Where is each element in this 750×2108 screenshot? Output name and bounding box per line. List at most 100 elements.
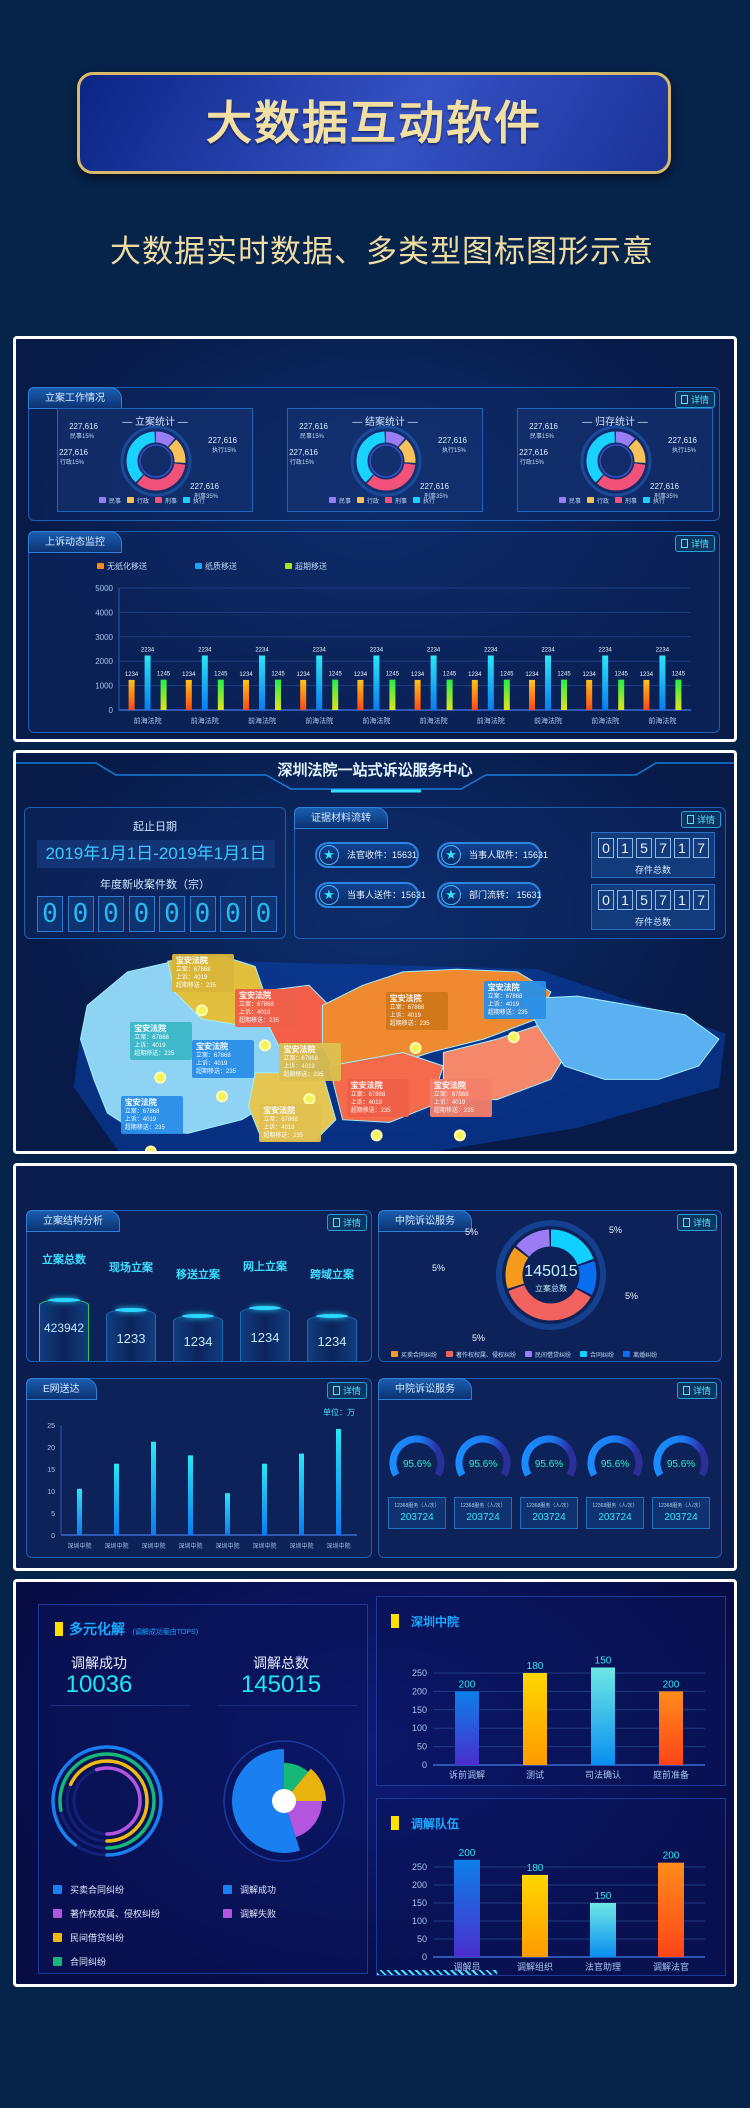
legend-swatch [98,497,106,503]
legend-label: 刑事 [165,498,178,505]
detail-button[interactable]: 详情 [674,535,715,552]
panel-tab[interactable]: 中院诉讼服务 [378,1378,472,1400]
pie-slice-0 [231,1749,301,1853]
evidence-flow-button[interactable]: ★ 法官收件：15631 [315,842,419,868]
court-callout[interactable]: 宝安法院 立案：67868 上诉：4019 超期移送：235 [259,1103,322,1142]
cylinder-label: 跨域立案 [310,1269,354,1281]
gauge-ring: 95.6% [389,1435,445,1477]
dashboard-screen-4: 多元化解 (调解成功案由TOPS) 调解成功 10036 调解总数 145015 买卖… [13,1579,737,1987]
map-marker-dot [195,1004,208,1017]
legend-item: 行政 [586,496,609,505]
callout-line: 超期移送：235 [283,1072,324,1079]
annual-digit: 0 [37,896,63,932]
court-header: 深圳中院 [391,1613,459,1631]
legend-swatch [126,497,134,503]
court-callout[interactable]: 宝安法院 立案：67868 上诉：4019 超期移送：235 [429,1079,492,1118]
x-tick-label: 深圳中院 [252,1542,276,1550]
card-title: — 结案统计 — [352,417,418,428]
donut-segment-0 [126,431,186,491]
x-tick-label: 前海法院 [477,716,505,725]
detail-button[interactable]: 详情 [326,1382,367,1399]
court-callout[interactable]: 宝安法院 立案：67868 上诉：4019 超期移送：235 [192,1040,254,1079]
bar-value-label: 200 [459,1848,476,1859]
mediation-note: (调解成功案由TOPS) [132,1629,199,1636]
court-callout[interactable]: 宝安法院 立案：67868 上诉：4019 超期移送：235 [130,1021,193,1060]
panel-tab[interactable]: 立案工作情况 [28,387,122,409]
service-stat-card: 12368服务（人/次） 203724 [388,1497,446,1529]
counter-digit: 1 [617,838,633,858]
case-type-donut: 5% 5% 5% 5% 5% [432,1220,638,1341]
y-tick-label: 0 [422,1760,427,1770]
bar-纸质移送-0 [144,655,151,710]
legend-label: 著作权权属、侵权纠纷 [70,1909,161,1919]
service-value: 203724 [598,1512,632,1523]
donut-halo [120,425,192,497]
document-icon [680,539,688,548]
panel-tab[interactable]: 立案结构分析 [26,1210,120,1232]
bar-value-label: 180 [527,1661,544,1672]
court-callout[interactable]: 宝安法院 立案：67868 上诉：4019 超期移送：235 [483,981,546,1020]
panel-tab[interactable]: 证据材料流转 [294,807,388,829]
legend-label: 无纸化移送 [107,561,147,571]
counter-digit: 1 [617,890,633,910]
legend-item: 刑事 [155,496,177,505]
donut-segment-1 [586,431,646,491]
panel-tab[interactable]: E网送达 [26,1378,97,1400]
detail-button[interactable]: 详情 [674,391,715,408]
bar-纸质移送-2 [259,655,265,710]
bar-value-label: 1234 [239,672,253,678]
y-tick-label: 15 [47,1467,55,1474]
detail-label: 详情 [342,1386,361,1396]
bar-value-label: 1245 [672,672,686,678]
y-tick-label: 50 [417,1742,427,1752]
date-range-field[interactable]: 2019年1月1日-2019年1月1日 [37,840,275,868]
court-callout[interactable]: 宝安法院 立案：67868 上诉：4019 超期移送：235 [279,1043,342,1082]
segment-value: 227,616 [650,482,679,491]
case-donut-segment-1 [505,1229,597,1321]
evidence-flow-label: 当事人取件：15631 [469,850,549,860]
legend-label: 调解成功 [240,1885,277,1895]
panel-tab[interactable]: 上诉动态监控 [28,531,122,553]
legend-swatch [525,1351,533,1357]
donut-legend: 买卖合同纠纷 著作权权属、侵权纠纷 民间借贷纠纷 合同纠纷 离婚纠纷 [391,1344,666,1362]
bar-value-label: 1234 [125,672,139,678]
court-callout[interactable]: 宝安法院 立案：67868 上诉：4019 超期移送：235 [120,1095,183,1134]
court-callout[interactable]: 宝安法院 立案：67868 上诉：4019 超期移送：235 [235,989,297,1028]
detail-button[interactable]: 详情 [326,1214,367,1231]
counter-digit: 7 [655,838,671,858]
detail-button[interactable]: 详情 [676,1214,717,1231]
bar-value-label: 1245 [386,672,400,678]
donut-percent-label: 5% [432,1263,445,1273]
annual-cases-label: 年度新收案件数（宗） [100,879,210,891]
legend-label: 离婚纠纷 [633,1352,658,1359]
callout-line: 上诉：4019 [175,975,208,982]
shenzhen-court-panel: 深圳中院 0 50 100 150 200 250 200 诉前调解 180 测试 150 司法确认 2… [376,1596,726,1786]
panel-tab[interactable]: 中院诉讼服务 [378,1210,472,1232]
annual-digit: 0 [189,896,216,932]
legend-item: 刑事 [385,496,407,505]
detail-button[interactable]: 详情 [676,1382,717,1399]
evidence-flow-button[interactable]: ★ 当事人取件：15631 [437,842,548,868]
detail-button[interactable]: 详情 [680,811,721,828]
legend-item: 买卖合同纠纷 [53,1883,124,1896]
callout-line: 上诉：4019 [487,1002,520,1009]
callout-title: 宝安法院 [283,1045,316,1055]
service-stat-card: 12368服务（人/次） 203724 [520,1497,578,1529]
bar-value-label: 2234 [370,647,384,653]
bar-value-label: 2234 [141,647,155,653]
bar-value-label: 1234 [583,672,597,678]
detail-label: 详情 [690,539,709,549]
legend-swatch [391,1351,398,1357]
court-callout[interactable]: 宝安法院 立案：67868 上诉：4019 超期移送：235 [346,1079,409,1118]
callout-line: 超期移送：235 [239,1018,280,1025]
evidence-flow-button[interactable]: ★ 当事人送件：15631 [315,882,426,908]
court-callout[interactable]: 宝安法院 立案：67868 上诉：4019 超期移送：235 [385,992,448,1030]
evidence-flow-button[interactable]: ★ 部门流转： 15631 [437,882,542,908]
bar-value-label: 2234 [427,647,441,653]
service-caption: 12368服务（人/次） [658,1503,704,1509]
gauge-ring: 95.6% [587,1435,643,1477]
document-icon [332,1218,340,1227]
court-callout[interactable]: 宝安法院 立案：67868 上诉：4019 超期移送：235 [171,954,234,993]
y-tick-label: 5 [51,1511,55,1518]
callout-line: 立案：67868 [389,1005,425,1011]
